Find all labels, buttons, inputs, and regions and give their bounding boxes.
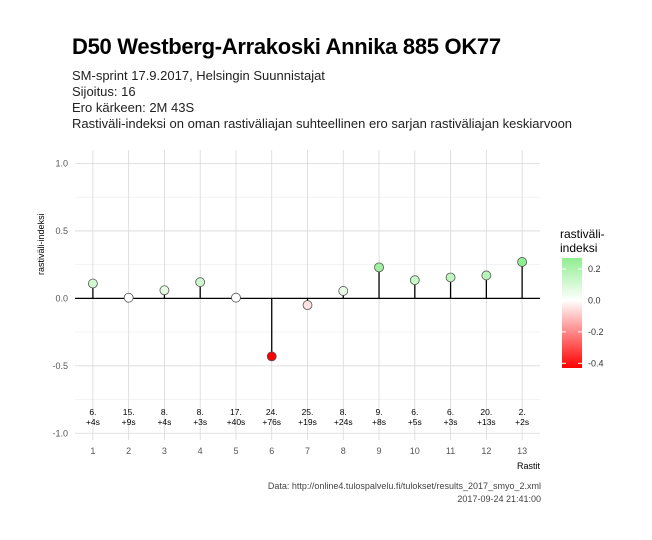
legend-tick-label: -0.2: [588, 327, 604, 337]
data-point: [195, 277, 206, 288]
data-point: [231, 292, 241, 303]
rank-label: 25.: [302, 407, 314, 417]
x-tick-label: 10: [410, 446, 420, 456]
legend-tick-label: 0.0: [588, 295, 601, 305]
data-point: [481, 270, 492, 281]
x-axis-title: Rastit: [517, 461, 541, 471]
timestamp-caption: 2017-09-24 21:41:00: [457, 494, 541, 504]
x-tick-label: 5: [233, 446, 238, 456]
diff-label: +8s: [372, 417, 386, 427]
legend-colorbar: [562, 258, 582, 368]
data-point: [374, 262, 384, 273]
diff-label: +4s: [157, 417, 171, 427]
y-tick-label: -1.0: [52, 428, 68, 438]
chart-title: D50 Westberg-Arrakoski Annika 885 OK77: [72, 34, 501, 59]
diff-label: +5s: [408, 417, 422, 427]
x-tick-label: 9: [377, 446, 382, 456]
subtitle-rank: Sijoitus: 16: [72, 84, 136, 99]
x-tick-label: 13: [517, 446, 527, 456]
data-point: [87, 278, 98, 289]
diff-label: +9s: [122, 417, 136, 427]
legend-tick-label: 0.2: [588, 264, 601, 274]
diff-label: +3s: [444, 417, 458, 427]
diff-label: +24s: [334, 417, 353, 427]
y-axis-title: rastiväli-indeksi: [36, 213, 46, 275]
subtitle-event: SM-sprint 17.9.2017, Helsingin Suunnista…: [72, 68, 325, 83]
x-tick-label: 2: [126, 446, 131, 456]
grid-lines: [75, 150, 540, 440]
y-tick-label: 1.0: [55, 158, 68, 168]
x-tick-label: 4: [198, 446, 203, 456]
rank-label: 24.: [266, 407, 278, 417]
diff-label: +19s: [298, 417, 317, 427]
x-tick-label: 12: [481, 446, 491, 456]
data-point: [517, 257, 528, 267]
x-tick-label: 7: [305, 446, 310, 456]
diff-label: +13s: [477, 417, 496, 427]
rank-label: 8.: [197, 407, 204, 417]
data-source-caption: Data: http://online4.tulospalvelu.fi/tul…: [267, 481, 541, 491]
x-tick-label: 3: [162, 446, 167, 456]
data-point: [338, 286, 349, 296]
x-tick-label: 8: [341, 446, 346, 456]
rank-label: 8.: [161, 407, 168, 417]
diff-label: +40s: [227, 417, 246, 427]
data-point: [445, 272, 456, 283]
data-point: [123, 292, 134, 303]
subtitle-gap: Ero kärkeen: 2M 43S: [72, 100, 195, 115]
subtitle-description: Rastiväli-indeksi on oman rastiväliajan …: [72, 116, 573, 131]
diff-label: +2s: [515, 417, 529, 427]
data-point: [159, 285, 170, 296]
x-tick-label: 6: [269, 446, 274, 456]
rank-label: 6.: [89, 407, 96, 417]
y-tick-label: 0.0: [55, 293, 68, 303]
x-tick-label: 1: [90, 446, 95, 456]
rank-label: 2.: [519, 407, 526, 417]
rank-label: 9.: [375, 407, 382, 417]
data-point: [302, 300, 313, 311]
y-tick-label: 0.5: [55, 226, 68, 236]
legend-title: indeksi: [560, 241, 597, 255]
legend-tick-label: -0.4: [588, 358, 604, 368]
rank-label: 15.: [123, 407, 135, 417]
data-point: [409, 275, 420, 286]
rank-label: 8.: [340, 407, 347, 417]
legend-title: rastiväli-: [560, 227, 605, 241]
rank-label: 17.: [230, 407, 242, 417]
y-tick-label: -0.5: [52, 361, 68, 371]
diff-label: +4s: [86, 417, 100, 427]
x-tick-label: 11: [446, 446, 455, 456]
data-point: [266, 351, 277, 362]
diff-label: +3s: [193, 417, 207, 427]
rank-label: 6.: [447, 407, 454, 417]
rank-label: 20.: [480, 407, 492, 417]
rank-label: 6.: [411, 407, 418, 417]
diff-label: +76s: [262, 417, 281, 427]
